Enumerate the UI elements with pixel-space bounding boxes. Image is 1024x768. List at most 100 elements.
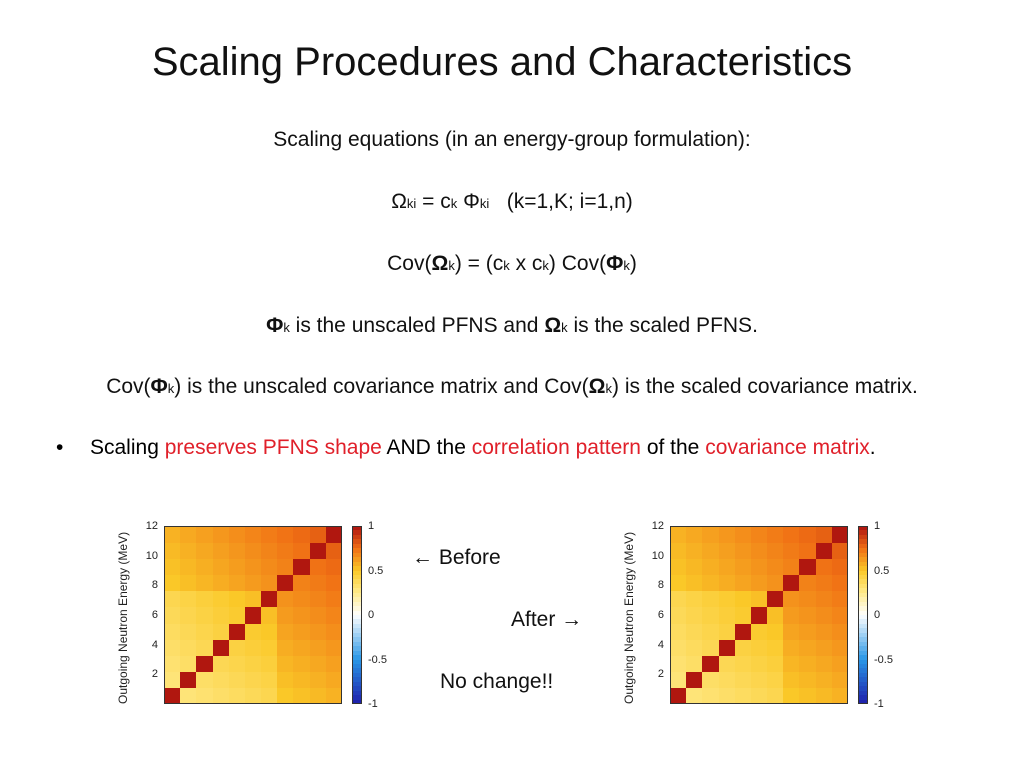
heatmap-cell <box>277 655 294 673</box>
colorbar-segment <box>858 641 868 647</box>
bullet-text: of the <box>640 436 706 459</box>
heatmap-cell <box>734 542 752 559</box>
heatmap-cell <box>767 574 784 592</box>
heatmap-cell <box>686 671 703 689</box>
phi-symbol: Φ <box>266 314 284 337</box>
colorbar-segment <box>858 672 868 678</box>
heatmap-cell <box>293 558 311 576</box>
colorbar-segment <box>352 530 362 536</box>
colorbar-segment <box>352 641 362 647</box>
heatmap-cell <box>702 671 720 689</box>
heatmap-cell <box>180 687 197 705</box>
colorbar-segment <box>352 623 362 629</box>
heatmap-cell <box>750 526 768 543</box>
heatmap-cell <box>670 542 687 559</box>
equation-covariance: Cov(Ωk) = (ck x ck) Cov(Φk) <box>0 252 1024 276</box>
subscript-k: k <box>561 320 568 335</box>
colorbar-segment <box>352 637 362 643</box>
heatmap-cell <box>196 542 214 559</box>
y-tick-label: 4 <box>657 638 664 651</box>
colorbar-tick-label: 1 <box>368 520 375 532</box>
y-tick-label: 4 <box>151 638 158 651</box>
heatmap-cell <box>767 558 784 576</box>
heatmap-cell <box>261 558 278 576</box>
colorbar-segment <box>858 601 868 607</box>
eq2-text: ) = (c <box>454 252 504 275</box>
heatmap-cell <box>783 623 800 640</box>
heatmap-cell <box>670 574 687 592</box>
after-label: After → <box>511 608 583 631</box>
heatmap-cell <box>164 671 181 689</box>
heatmap-cell <box>180 558 197 576</box>
heatmap-cell <box>702 623 720 640</box>
heatmap-cell <box>783 606 800 624</box>
heatmap-cell <box>164 655 181 673</box>
heatmap-cell <box>750 655 768 673</box>
heatmap-cell <box>244 655 262 673</box>
heatmap-cell <box>767 671 784 689</box>
colorbar-segment <box>352 619 362 625</box>
heatmap-cell <box>277 623 294 640</box>
heatmap-cell <box>767 606 784 624</box>
subscript-k: k <box>542 258 549 273</box>
heatmap-cell <box>815 655 833 673</box>
heatmap-cell <box>734 606 752 624</box>
heatmap-cell <box>783 590 800 608</box>
colorbar-segment <box>352 597 362 603</box>
colorbar-segment <box>858 570 868 576</box>
colorbar-segment <box>858 695 868 701</box>
heatmap-cell <box>180 639 197 656</box>
heatmap-cell <box>244 687 262 705</box>
heatmap-cell <box>180 606 197 624</box>
colorbar-frame <box>352 526 362 704</box>
heatmap-cell <box>293 542 311 559</box>
heatmap-cell <box>831 606 849 624</box>
heatmap-cell <box>325 655 343 673</box>
heatmap-cell <box>815 687 833 705</box>
heatmap-cell <box>767 526 784 543</box>
colorbar-segment <box>352 686 362 692</box>
subscript-k: k <box>283 320 290 335</box>
colorbar-segment <box>858 574 868 580</box>
colorbar-tick-label: 0 <box>874 609 881 621</box>
subscript-k: k <box>448 258 455 273</box>
heatmap-cell <box>718 590 736 608</box>
heatmap-cell <box>261 655 278 673</box>
covariance-definition: Cov(Φk) is the unscaled covariance matri… <box>0 375 1024 399</box>
heatmap-cell <box>261 542 278 559</box>
heatmap-cell <box>164 558 181 576</box>
heatmap-cell <box>309 606 327 624</box>
colorbar-segment <box>352 561 362 567</box>
heatmap-cell <box>228 590 246 608</box>
phi-symbol: Φ <box>457 190 480 213</box>
heatmap-cell <box>670 639 687 656</box>
heatmap-cell <box>718 526 736 543</box>
heatmap-cell <box>799 574 817 592</box>
colorbar-segment <box>352 655 362 660</box>
heatmap-cell <box>325 526 343 543</box>
heatmap-cell <box>244 558 262 576</box>
heatmap-cell <box>196 639 214 656</box>
heatmap-cell <box>767 655 784 673</box>
index-range: (k=1,K; i=1,n) <box>489 190 633 213</box>
heatmap-cell <box>212 526 230 543</box>
heatmap-cell <box>799 590 817 608</box>
phi-symbol: Φ <box>150 375 168 398</box>
colorbar-segment <box>858 566 868 571</box>
heatmap-cell <box>670 558 687 576</box>
colorbar-tick-label: -0.5 <box>874 653 893 666</box>
omega-symbol: Ω <box>588 375 606 398</box>
bullet-text: . <box>869 436 876 459</box>
heatmap-cell <box>831 542 849 559</box>
heatmap-cell <box>325 606 343 624</box>
colorbar-segment <box>352 566 362 571</box>
heatmap-cell <box>212 606 230 624</box>
colorbar-segment <box>858 548 868 554</box>
heatmap-cell <box>196 687 214 705</box>
colorbar-segment <box>352 557 362 563</box>
heatmap-cell <box>309 671 327 689</box>
subscript-ki: ki <box>479 196 490 211</box>
subscript-k: k <box>450 196 458 211</box>
heatmap-cell <box>277 639 294 656</box>
heatmap-cell <box>309 526 327 543</box>
